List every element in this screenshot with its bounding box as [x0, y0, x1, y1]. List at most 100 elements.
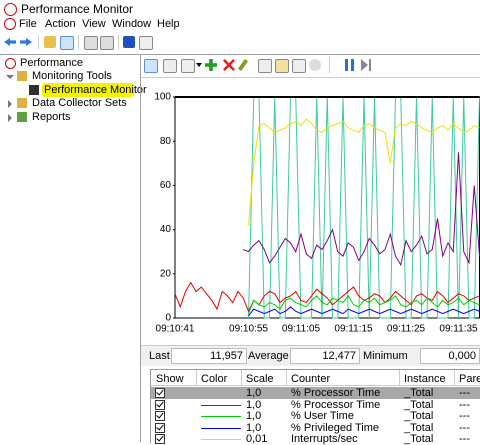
view-button[interactable] [139, 36, 153, 50]
menu-item[interactable]: View [82, 18, 106, 30]
stats-bar: Last 11,957 Average 12,477 Minimum 0,000 [141, 345, 480, 366]
parent: --- [459, 387, 470, 399]
tree-icon [29, 84, 39, 95]
expander[interactable] [8, 113, 12, 122]
menu-item[interactable]: Window [112, 18, 152, 30]
separator [78, 35, 79, 49]
series-line [248, 306, 480, 317]
menu-item[interactable]: File [19, 18, 37, 30]
tree-label[interactable]: Performance Monitor [44, 83, 147, 96]
print-button[interactable] [100, 36, 114, 50]
checkmark [156, 422, 164, 430]
checkmark [156, 410, 164, 419]
instance: _Total [404, 433, 434, 445]
change-graph-type[interactable] [181, 59, 195, 73]
y-tick-label: 20 [160, 268, 172, 279]
column-divider [454, 370, 455, 385]
column-divider [196, 370, 197, 385]
step-bar [369, 59, 371, 71]
x-tick-label: 09:11:15 [334, 324, 373, 335]
instance: _Total [404, 387, 434, 399]
copy-button[interactable] [258, 59, 272, 73]
folder-button[interactable] [44, 36, 56, 48]
column-header[interactable]: Counter [291, 373, 331, 385]
scale: 0,01 [246, 433, 268, 445]
header-line [151, 385, 480, 386]
series-line [248, 118, 480, 226]
color-swatch [201, 439, 241, 440]
y-tick-label: 100 [154, 92, 171, 103]
counter: % Processor Time [291, 398, 381, 411]
expander[interactable] [6, 75, 14, 80]
properties-button[interactable] [292, 59, 306, 73]
scale: 1,0 [246, 410, 262, 422]
tree-label[interactable]: Performance [20, 57, 83, 69]
menu-item[interactable]: Help [157, 18, 180, 30]
tree-icon [17, 71, 27, 82]
parent: --- [459, 410, 470, 422]
plot-area [174, 96, 480, 319]
show-hide-button[interactable] [60, 36, 74, 50]
stat-value: 12,477 [322, 350, 356, 362]
view-button[interactable] [163, 59, 177, 73]
menu-item[interactable]: Action [45, 18, 76, 30]
column-header[interactable]: Instance [404, 373, 446, 385]
y-tick-label: 0 [165, 313, 171, 324]
stat-value: 11,957 [210, 350, 243, 362]
stat-value: 0,000 [448, 350, 476, 362]
color-swatch [201, 416, 241, 417]
counter: % Privileged Time [291, 421, 380, 434]
show-checkbox[interactable] [155, 387, 165, 398]
show-checkbox[interactable] [155, 422, 165, 433]
paste-button[interactable] [275, 59, 289, 73]
x-tick-label: 09:10:41 [156, 324, 195, 335]
column-divider [241, 370, 242, 385]
help-button[interactable] [123, 36, 135, 48]
color-swatch [201, 404, 241, 406]
selection-highlight [42, 82, 134, 97]
menu-bar: File Action View Window Help [0, 16, 480, 32]
tree-pane: Performance Monitoring Tools Performance M… [0, 55, 147, 442]
pause-button[interactable] [345, 59, 348, 71]
tree-label[interactable]: Reports [32, 110, 71, 123]
counter-table: Show Color Scale Counter Instance Paren 1,0 % P… [150, 369, 480, 445]
column-header[interactable]: Paren [459, 373, 480, 385]
delete-button[interactable] [223, 59, 235, 71]
toolbar [0, 34, 480, 52]
graph-toolbar [141, 55, 480, 78]
tree-icon [17, 111, 27, 122]
series-line [243, 152, 480, 267]
properties-button[interactable] [84, 36, 98, 50]
highlight-button[interactable] [237, 58, 249, 72]
back-button[interactable] [4, 38, 16, 46]
column-header[interactable]: Show [156, 373, 184, 385]
forward-button[interactable] [20, 38, 32, 46]
checkmark [156, 433, 164, 442]
tree-label[interactable]: Monitoring Tools [32, 70, 112, 83]
dropdown-arrow[interactable] [196, 63, 202, 67]
show-checkbox[interactable] [155, 410, 165, 421]
stat-box: 0,000 [420, 348, 480, 364]
menu-icon[interactable] [4, 18, 16, 30]
step-button[interactable] [361, 59, 368, 71]
color-swatch [201, 427, 241, 429]
view-graph-button[interactable] [144, 59, 158, 73]
window-title: Performance Monitor [21, 2, 134, 16]
show-checkbox[interactable] [155, 399, 165, 410]
zoom-button[interactable] [309, 59, 321, 71]
show-checkbox[interactable] [155, 433, 165, 444]
stat-box: 11,957 [171, 348, 247, 364]
stat-box: 12,477 [290, 348, 360, 364]
stat-label: Minimum [363, 350, 408, 362]
column-header[interactable]: Color [201, 373, 228, 385]
add-button[interactable] [205, 59, 217, 71]
parent: --- [459, 433, 470, 445]
series-line [248, 295, 480, 314]
column-header[interactable]: Scale [246, 373, 274, 385]
separator [329, 57, 330, 73]
checkmark [156, 387, 164, 396]
tree-label[interactable]: Data Collector Sets [32, 97, 127, 110]
expander[interactable] [8, 100, 12, 109]
